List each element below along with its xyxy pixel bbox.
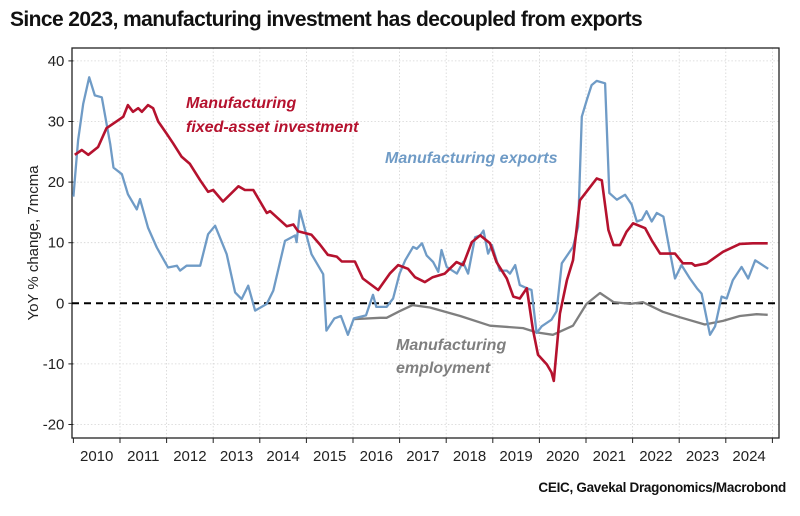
x-tick-label: 2010 <box>80 448 113 465</box>
label-employment-line2: employment <box>396 360 491 377</box>
x-tick-label: 2015 <box>313 448 346 465</box>
x-tick-label: 2011 <box>127 448 159 465</box>
series-line-manufacturing-fixed-asset-investment <box>74 103 768 383</box>
y-tick-label: 30 <box>48 114 65 131</box>
label-fai-line2: fixed-asset investment <box>186 119 359 136</box>
x-tick-label: 2016 <box>360 448 393 465</box>
y-tick-label: 20 <box>48 174 65 191</box>
x-tick-label: 2023 <box>686 448 719 465</box>
chart-title: Since 2023, manufacturing investment has… <box>10 8 643 31</box>
axes: -20 -10 0 10 20 30 40 2010 2011 2012 2013 2014 2015 2… <box>43 47 780 465</box>
x-tick-label: 2012 <box>173 448 206 465</box>
source-note: CEIC, Gavekal Dragonomics/Macrobond <box>538 480 786 495</box>
y-tick-label: 0 <box>56 295 64 312</box>
label-exports: Manufacturing exports <box>385 150 558 167</box>
x-tick-label: 2014 <box>266 448 299 465</box>
x-tick-label: 2013 <box>220 448 253 465</box>
x-tick-label: 2019 <box>499 448 532 465</box>
y-tick-label: 10 <box>48 235 65 252</box>
x-tick-label: 2020 <box>546 448 579 465</box>
y-tick-label: -10 <box>43 356 65 373</box>
y-tick-label: -20 <box>43 417 65 434</box>
x-tick-label: 2017 <box>406 448 439 465</box>
grid <box>73 48 779 438</box>
label-fai-line1: Manufacturing <box>186 95 296 112</box>
y-tick-label: 40 <box>48 53 65 70</box>
x-tick-label: 2024 <box>732 448 765 465</box>
x-tick-label: 2022 <box>639 448 672 465</box>
y-axis-label: YoY % change, 7mcma <box>25 165 42 321</box>
label-employment-line1: Manufacturing <box>396 337 506 354</box>
x-tick-label: 2018 <box>453 448 486 465</box>
plot-frame <box>71 47 780 439</box>
series-lines <box>72 76 769 383</box>
x-tick-label: 2021 <box>593 448 626 465</box>
series-line-manufacturing-exports <box>72 76 769 336</box>
